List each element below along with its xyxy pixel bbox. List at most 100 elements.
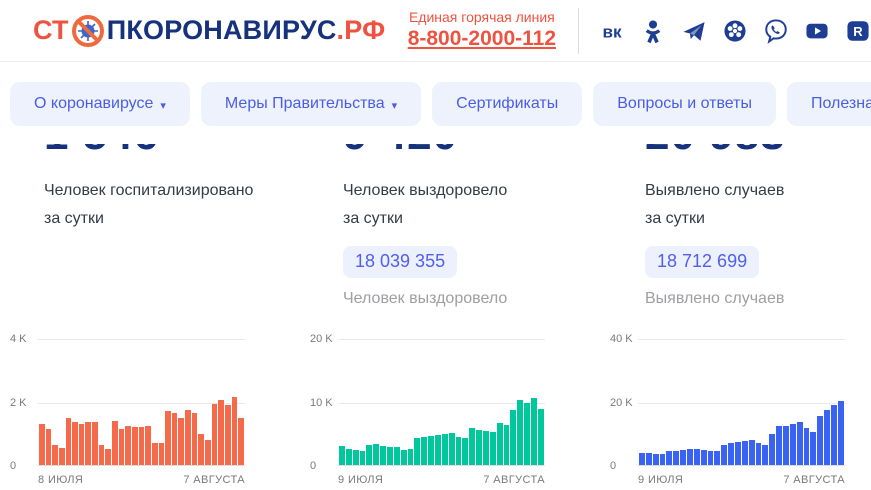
bar — [92, 422, 98, 465]
bar — [789, 424, 796, 465]
hotline-phone-link[interactable]: 8-800-2000-112 — [407, 27, 556, 51]
chart-recovered: 20 K 10 K 0 9 ИЮЛЯ 7 АВГУСТА — [310, 333, 545, 486]
bar — [138, 427, 145, 465]
bar — [837, 401, 844, 465]
gridline — [338, 339, 545, 340]
bar — [178, 417, 185, 465]
vk-icon[interactable]: вк — [599, 18, 625, 44]
total-badge: 18 712 699 — [645, 246, 760, 278]
bar — [769, 433, 776, 465]
daily-number-clipped: 9 420 — [343, 144, 602, 151]
nav-label: Сертификаты — [456, 95, 559, 112]
chart-hospitalized: 4 K 2 K 0 8 ИЮЛЯ 7 АВГУСТА — [10, 333, 245, 486]
bar — [659, 454, 666, 465]
bar — [748, 439, 755, 465]
bar — [455, 437, 462, 465]
telegram-icon[interactable] — [681, 18, 707, 44]
bar — [824, 409, 831, 465]
y-tick: 20 K — [610, 396, 633, 409]
bar — [735, 442, 741, 465]
bar — [65, 417, 72, 465]
youtube-icon[interactable] — [804, 18, 830, 44]
bar — [652, 453, 659, 465]
bar — [125, 425, 131, 465]
bar — [510, 409, 517, 465]
stat-label: Выявлено случаев за сутки — [645, 177, 871, 233]
viber-icon[interactable] — [763, 18, 789, 44]
bar — [380, 446, 387, 465]
bar — [345, 448, 352, 465]
flower-icon[interactable] — [722, 18, 748, 44]
bar — [441, 433, 448, 465]
site-logo[interactable]: СТ ПКОРОНАВИРУС .РФ — [33, 13, 385, 49]
bar — [400, 449, 407, 465]
y-tick: 0 — [10, 460, 17, 472]
bar — [414, 437, 421, 465]
x-end-label: 7 АВГУСТА — [483, 474, 545, 486]
daily-number-clipped: 1 546 — [44, 144, 300, 151]
bar — [489, 431, 496, 465]
nav-useful-info[interactable]: Полезная информация — [787, 82, 871, 126]
bar — [171, 413, 178, 465]
total-badge: 18 039 355 — [343, 246, 458, 278]
bar — [428, 436, 435, 465]
stat-label: Человек госпитализировано за сутки — [44, 177, 300, 233]
bar — [714, 450, 721, 465]
nav-questions-answers[interactable]: Вопросы и ответы — [593, 82, 776, 126]
daily-value: 20 983 — [645, 144, 871, 151]
svg-text:вк: вк — [602, 22, 621, 41]
gridline — [638, 339, 845, 340]
bar — [39, 424, 45, 465]
bar — [469, 428, 476, 465]
bar — [191, 413, 198, 465]
gridline — [38, 402, 245, 404]
y-tick: 10 K — [310, 396, 333, 409]
bar — [359, 450, 366, 465]
y-tick: 0 — [310, 460, 317, 472]
stat-hospitalized: 1 546 Человек госпитализировано за сутки — [0, 144, 300, 308]
bars — [639, 339, 844, 465]
bar — [421, 437, 428, 465]
y-tick: 4 K — [10, 333, 27, 345]
bar — [393, 447, 400, 465]
bar — [707, 451, 714, 465]
nav-certificates[interactable]: Сертификаты — [432, 82, 583, 126]
bar — [700, 449, 707, 465]
bar — [45, 428, 52, 465]
bar — [352, 449, 359, 465]
bar — [85, 422, 92, 465]
baseline — [338, 465, 545, 466]
bar — [78, 424, 85, 465]
bar — [98, 444, 105, 465]
bar — [666, 451, 673, 465]
stat-label-line1: Выявлено случаев — [645, 182, 785, 199]
bar — [387, 446, 393, 465]
main-nav: О коронавирусе ▾ Меры Правительства ▾ Се… — [0, 62, 871, 144]
bar — [496, 422, 503, 465]
chevron-down-icon: ▾ — [391, 99, 398, 112]
nav-government-measures[interactable]: Меры Правительства ▾ — [200, 82, 422, 126]
bar — [483, 430, 489, 465]
bar — [462, 437, 469, 465]
rutube-icon[interactable]: R — [845, 18, 871, 44]
bar — [238, 417, 244, 465]
y-tick: 0 — [610, 460, 617, 472]
odnoklassniki-icon[interactable] — [640, 18, 666, 44]
nav-about-coronavirus[interactable]: О коронавирусе ▾ — [10, 82, 190, 126]
plot-area: 9 ИЮЛЯ 7 АВГУСТА — [338, 339, 545, 486]
x-start-label: 8 ИЮЛЯ — [38, 474, 84, 486]
bar — [448, 432, 455, 465]
bar — [762, 444, 769, 465]
y-tick: 40 K — [610, 333, 633, 345]
bar — [205, 439, 211, 465]
nav-label: О коронавирусе — [34, 95, 154, 112]
site-header: СТ ПКОРОНАВИРУС .РФ Единая горячая линия… — [0, 0, 871, 62]
x-end-label: 7 АВГУСТА — [183, 474, 245, 486]
no-virus-icon — [69, 13, 107, 49]
social-links: вк R — [579, 18, 871, 44]
bar — [151, 442, 158, 465]
y-tick: 20 K — [310, 333, 333, 345]
x-start-label: 9 ИЮЛЯ — [638, 474, 684, 486]
bar — [680, 449, 687, 465]
bar — [810, 431, 817, 465]
